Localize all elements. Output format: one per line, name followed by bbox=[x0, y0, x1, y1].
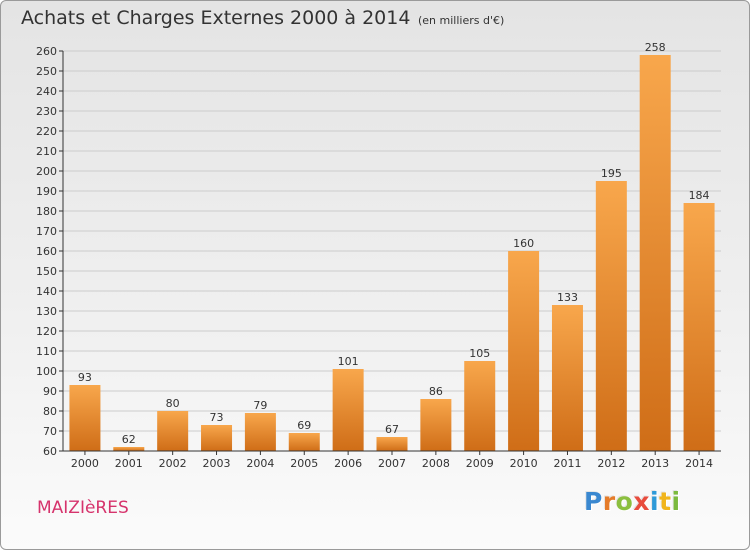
x-tick-label: 2003 bbox=[203, 457, 231, 470]
bar-value-label: 133 bbox=[557, 291, 578, 304]
bar bbox=[464, 361, 496, 451]
x-tick-label: 2011 bbox=[553, 457, 581, 470]
x-tick-label: 2001 bbox=[115, 457, 143, 470]
bar-value-label: 86 bbox=[429, 385, 443, 398]
y-tick-label: 160 bbox=[36, 245, 57, 258]
axes: 60 70 80 90 100 110 120 130 140 150 160 170 180 190 20… bbox=[36, 45, 721, 470]
bar bbox=[508, 251, 540, 451]
y-tick-label: 120 bbox=[36, 325, 57, 338]
bar-value-label: 195 bbox=[601, 167, 622, 180]
x-tick-label: 2007 bbox=[378, 457, 406, 470]
bar bbox=[69, 385, 101, 451]
y-tick-label: 200 bbox=[36, 165, 57, 178]
bar bbox=[201, 425, 233, 451]
logo-letter: o bbox=[615, 487, 634, 516]
chart-title: Achats et Charges Externes 2000 à 2014 bbox=[21, 7, 411, 29]
y-tick-label: 60 bbox=[43, 445, 57, 458]
y-tick-label: 110 bbox=[36, 345, 57, 358]
bars bbox=[69, 55, 715, 451]
y-tick-label: 240 bbox=[36, 85, 57, 98]
bar bbox=[288, 433, 320, 451]
x-tick-label: 2014 bbox=[685, 457, 713, 470]
y-tick-label: 80 bbox=[43, 405, 57, 418]
bar-value-label: 67 bbox=[385, 423, 399, 436]
y-tick-label: 90 bbox=[43, 385, 57, 398]
logo-letter: i bbox=[650, 487, 660, 516]
logo-letter: P bbox=[584, 487, 603, 516]
bar bbox=[244, 413, 276, 451]
logo-letter: i bbox=[671, 487, 681, 516]
y-tick-label: 150 bbox=[36, 265, 57, 278]
y-tick-label: 130 bbox=[36, 305, 57, 318]
logo-letter: x bbox=[633, 487, 650, 516]
bar bbox=[157, 411, 189, 451]
x-tick-label: 2004 bbox=[246, 457, 274, 470]
x-tick-label: 2006 bbox=[334, 457, 362, 470]
x-tick-label: 2000 bbox=[71, 457, 99, 470]
bar-value-label: 105 bbox=[469, 347, 490, 360]
bar-value-label: 62 bbox=[122, 433, 136, 446]
bar bbox=[376, 437, 408, 451]
x-tick-label: 2008 bbox=[422, 457, 450, 470]
x-tick-label: 2012 bbox=[597, 457, 625, 470]
bar-value-label: 69 bbox=[297, 419, 311, 432]
bar-value-label: 101 bbox=[338, 355, 359, 368]
proxiti-logo: Proxiti bbox=[584, 487, 681, 516]
y-tick-label: 170 bbox=[36, 225, 57, 238]
x-tick-label: 2010 bbox=[510, 457, 538, 470]
bar bbox=[113, 447, 145, 451]
y-tick-label: 190 bbox=[36, 185, 57, 198]
x-tick-label: 2013 bbox=[641, 457, 669, 470]
bar bbox=[420, 399, 452, 451]
bar bbox=[551, 305, 583, 451]
logo-letter: r bbox=[602, 487, 616, 516]
bar-value-label: 79 bbox=[253, 399, 267, 412]
bar bbox=[595, 181, 627, 451]
bar bbox=[639, 55, 671, 451]
x-tick-label: 2009 bbox=[466, 457, 494, 470]
x-tick-label: 2002 bbox=[159, 457, 187, 470]
bar-value-label: 73 bbox=[210, 411, 224, 424]
bar-value-label: 93 bbox=[78, 371, 92, 384]
bar-value-label: 80 bbox=[166, 397, 180, 410]
y-tick-label: 100 bbox=[36, 365, 57, 378]
bar-value-label: 258 bbox=[645, 41, 666, 54]
y-tick-label: 140 bbox=[36, 285, 57, 298]
y-tick-label: 210 bbox=[36, 145, 57, 158]
bar-value-label: 160 bbox=[513, 237, 534, 250]
y-tick-label: 70 bbox=[43, 425, 57, 438]
logo-letter: t bbox=[659, 487, 672, 516]
bar-value-label: 184 bbox=[689, 189, 710, 202]
town-name: MAIZIèRES bbox=[37, 498, 129, 518]
y-tick-label: 220 bbox=[36, 125, 57, 138]
y-tick-label: 180 bbox=[36, 205, 57, 218]
x-tick-label: 2005 bbox=[290, 457, 318, 470]
y-tick-label: 230 bbox=[36, 105, 57, 118]
bar bbox=[683, 203, 715, 451]
y-tick-label: 250 bbox=[36, 65, 57, 78]
y-tick-label: 260 bbox=[36, 45, 57, 58]
bar bbox=[332, 369, 364, 451]
chart-subtitle: (en milliers d'€) bbox=[418, 14, 505, 27]
data-labels: 93 62 80 73 79 69 101 67 86 105 160 133 195 258 184 bbox=[78, 41, 710, 446]
